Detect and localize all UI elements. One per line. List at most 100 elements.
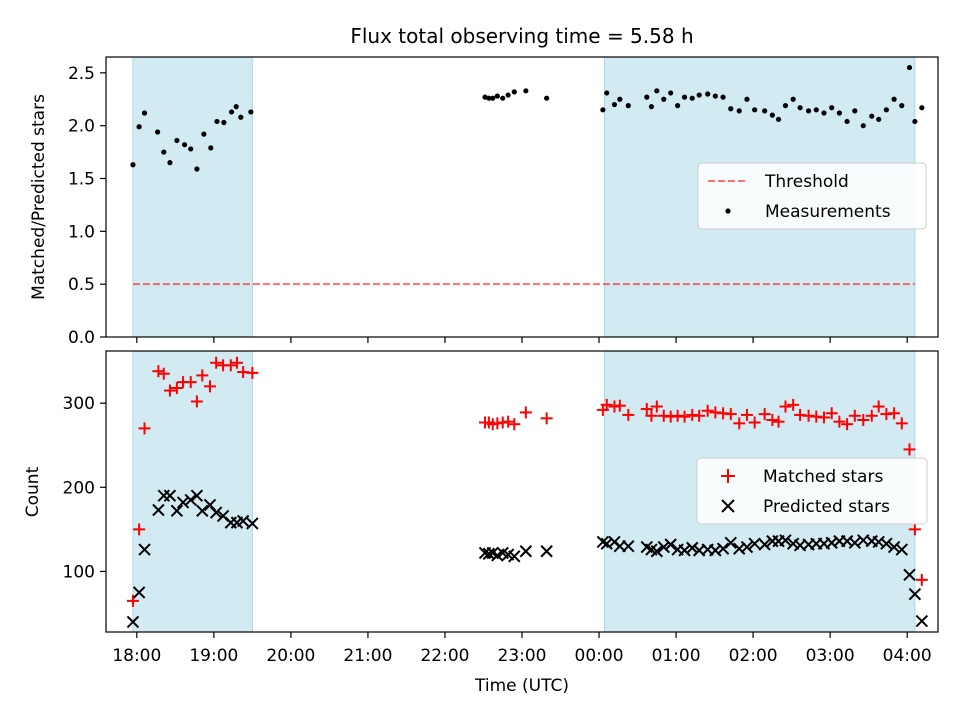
predicted-point <box>716 542 730 555</box>
measurement-point <box>194 166 200 172</box>
measurement-point <box>712 93 718 99</box>
matched-point <box>865 409 878 422</box>
predicted-point <box>176 496 190 509</box>
predicted-point <box>246 517 259 530</box>
bottom-x-ticks: 18:00 19:00 20:00 21:00 22:00 23:00 00:00 01:00… <box>112 632 932 666</box>
measurement-point <box>836 110 842 116</box>
bot-ytick-label: 200 <box>63 478 95 498</box>
figure-title: Flux total observing time = 5.58 h <box>350 24 693 48</box>
measurement-point <box>505 92 511 98</box>
top-ytick-label: 1.5 <box>68 170 95 190</box>
legend-label-predicted: Predicted stars <box>763 497 890 517</box>
matched-point <box>903 443 916 456</box>
measurement-point <box>869 113 875 119</box>
matched-point <box>915 573 928 586</box>
measurement-point <box>221 119 227 126</box>
bottom-legend-box <box>696 457 928 525</box>
measurement-point <box>214 118 220 125</box>
xtick-label: 19:00 <box>189 646 238 666</box>
measurement-point <box>130 162 136 168</box>
measurement-point <box>668 90 674 96</box>
matched-point <box>908 523 921 536</box>
measurement-point <box>500 95 506 101</box>
measurement-point <box>790 96 796 102</box>
matched-point <box>502 415 515 428</box>
predicted-point <box>196 504 209 518</box>
matched-point <box>848 409 861 422</box>
measurement-point <box>705 91 711 97</box>
measurement-point <box>604 90 610 96</box>
measurement-point <box>136 124 142 130</box>
measurements-legend-marker <box>725 208 731 214</box>
matched-point <box>825 407 838 420</box>
measurement-point <box>736 108 742 114</box>
measurement-point <box>821 110 827 116</box>
matched-point <box>857 413 870 426</box>
xtick-label: 02:00 <box>729 646 778 666</box>
measurement-point <box>782 103 789 109</box>
measurement-point <box>899 103 905 109</box>
matched-legend-marker <box>721 469 735 483</box>
matched-point <box>740 408 753 421</box>
matched-point <box>758 408 771 421</box>
xtick-label: 20:00 <box>266 646 315 666</box>
predicted-point <box>903 568 916 581</box>
measurement-point <box>775 116 782 122</box>
matched-point <box>693 409 706 422</box>
xtick-label: 22:00 <box>420 646 469 666</box>
measurement-point <box>883 107 889 113</box>
top-ytick-label: 1.0 <box>68 222 95 242</box>
predicted-point <box>650 545 664 558</box>
measurement-point <box>188 146 194 152</box>
measurement-point <box>752 107 758 113</box>
matched-point <box>133 523 146 536</box>
matched-point <box>613 399 626 412</box>
matched-point <box>163 384 176 397</box>
measurement-point <box>233 104 239 110</box>
measurement-point <box>644 94 650 100</box>
measurement-point <box>696 92 702 98</box>
predicted-point <box>740 540 754 554</box>
measurement-point <box>155 129 161 135</box>
bottom-y-ticks: 100 200 300 <box>63 394 106 582</box>
predicted-point <box>138 543 151 556</box>
top-ytick-label: 0.5 <box>68 275 95 295</box>
matched-point <box>872 400 885 413</box>
measurement-point <box>891 96 897 102</box>
matched-point <box>895 417 908 430</box>
matched-point <box>190 395 203 408</box>
matched-point <box>152 365 165 378</box>
top-y-ticks: 0.0 0.5 1.0 1.5 2.0 2.5 <box>68 64 106 348</box>
measurement-point <box>238 114 244 120</box>
matched-point <box>748 416 761 429</box>
measurement-point <box>728 106 734 112</box>
matched-point <box>126 594 139 607</box>
matched-point <box>519 406 532 419</box>
predicted-point <box>209 506 223 519</box>
measurement-point <box>797 105 803 111</box>
predicted-point <box>664 538 677 551</box>
matched-point <box>210 356 223 369</box>
top-x-ticks <box>136 337 908 343</box>
measurement-point <box>490 95 496 101</box>
matched-point <box>540 412 553 425</box>
matched-point <box>170 382 183 395</box>
matched-point <box>733 417 746 430</box>
predicted-point <box>880 537 893 550</box>
top-measurement-points <box>130 64 925 172</box>
predicted-point <box>152 503 165 517</box>
predicted-point <box>915 614 929 628</box>
bot-ytick-label: 300 <box>63 394 95 414</box>
matched-point <box>622 408 635 421</box>
top-legend-box <box>697 162 927 230</box>
xtick-label: 21:00 <box>343 646 392 666</box>
matched-point <box>772 415 785 428</box>
matched-point <box>184 376 197 389</box>
bottom-legend: Matched stars Predicted stars <box>696 457 928 525</box>
predicted-point <box>540 545 553 558</box>
matched-point <box>841 418 854 431</box>
measurement-point <box>600 107 606 113</box>
measurement-point <box>181 142 188 148</box>
matched-point <box>196 369 209 382</box>
